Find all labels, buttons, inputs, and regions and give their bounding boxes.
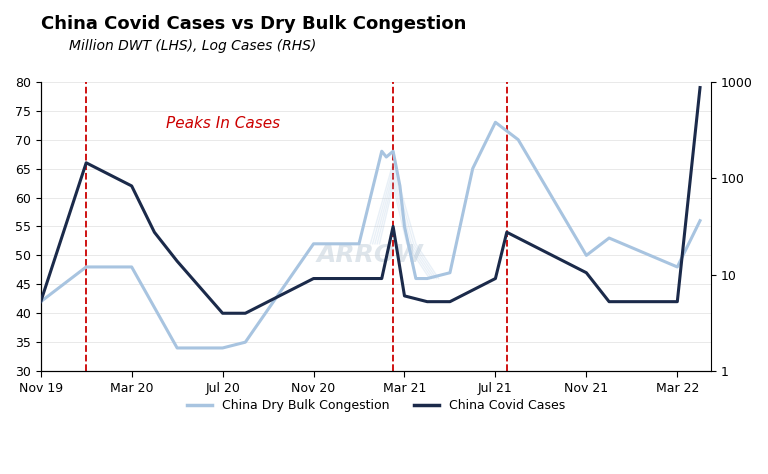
Text: Million DWT (LHS), Log Cases (RHS): Million DWT (LHS), Log Cases (RHS)	[69, 39, 316, 53]
Legend: China Dry Bulk Congestion, China Covid Cases: China Dry Bulk Congestion, China Covid C…	[182, 394, 571, 417]
Text: ARROW: ARROW	[317, 243, 424, 267]
Text: China Covid Cases vs Dry Bulk Congestion: China Covid Cases vs Dry Bulk Congestion	[41, 15, 466, 33]
Text: Peaks In Cases: Peaks In Cases	[166, 116, 280, 131]
